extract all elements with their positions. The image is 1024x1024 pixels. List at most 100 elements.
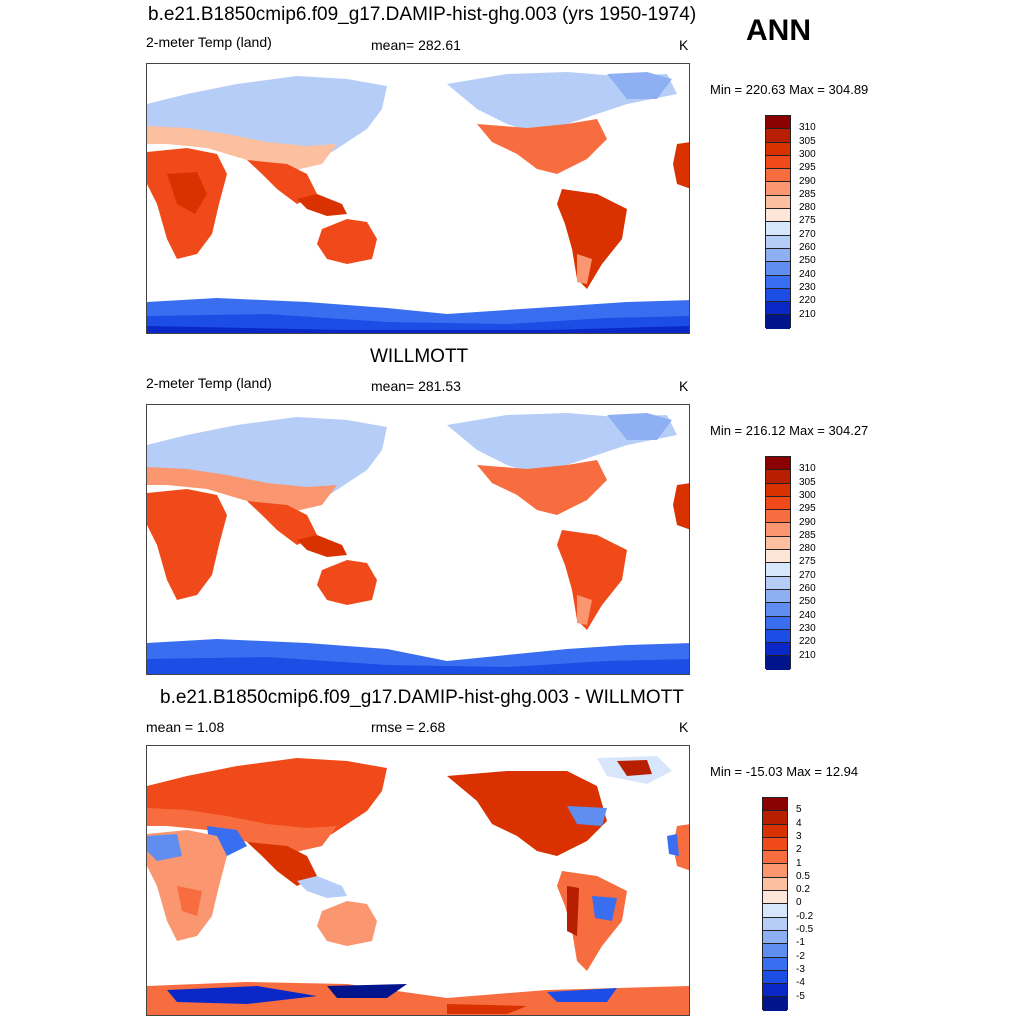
colorbar-swatch	[766, 496, 790, 511]
colorbar-swatch	[763, 837, 787, 852]
colorbar-tick-label: 290	[799, 516, 816, 528]
colorbar-tick-label: 285	[799, 529, 816, 541]
colorbar-swatch	[763, 891, 787, 905]
colorbar-tick-label: 305	[799, 135, 816, 147]
colorbar-tick-label: 220	[799, 636, 816, 648]
colorbar-swatch	[763, 851, 787, 865]
panel2-title: WILLMOTT	[370, 346, 469, 367]
colorbar-tick-label: 0.5	[796, 870, 810, 882]
colorbar-tick-label: -3	[796, 963, 805, 975]
colorbar-tick-label: 1	[796, 857, 802, 869]
colorbar-swatch	[766, 262, 790, 276]
panel3-unit-label: K	[679, 719, 689, 735]
panel3-rmse-label: rmse = 2.68	[371, 719, 446, 735]
colorbar-swatch	[766, 616, 790, 630]
panel1-map	[146, 63, 690, 334]
colorbar-swatch	[766, 483, 790, 497]
colorbar-tick-label: 300	[799, 148, 816, 160]
colorbar-swatch	[766, 457, 790, 471]
panel1-unit-label: K	[679, 37, 689, 53]
colorbar-swatch	[766, 222, 790, 236]
colorbar-swatch	[766, 275, 790, 289]
colorbar-tick-label: 0.2	[796, 884, 810, 896]
colorbar-swatch	[766, 603, 790, 617]
panel3-title: b.e21.B1850cmip6.f09_g17.DAMIP-hist-ghg.…	[160, 687, 684, 708]
colorbar-swatch	[763, 864, 787, 878]
colorbar-swatch	[766, 195, 790, 210]
colorbar-tick-label: 300	[799, 489, 816, 501]
colorbar-swatch	[763, 984, 787, 998]
colorbar-tick-label: 310	[799, 463, 816, 475]
colorbar-swatch	[766, 129, 790, 143]
season-label: ANN	[746, 14, 811, 47]
colorbar-tick-label: 5	[796, 804, 802, 816]
panel3-map-svg	[147, 756, 689, 1015]
colorbar-swatch	[766, 510, 790, 524]
panel2-map-svg	[147, 413, 689, 674]
colorbar-tick-label: 250	[799, 596, 816, 608]
colorbar-tick-label: -0.5	[796, 924, 814, 935]
colorbar-swatch	[763, 944, 787, 958]
panel1-colorbar	[765, 115, 791, 329]
colorbar-tick-label: 240	[799, 609, 816, 621]
colorbar-swatch	[766, 589, 790, 604]
colorbar-tick-label: -1	[796, 937, 805, 949]
colorbar-swatch	[766, 550, 790, 564]
colorbar-tick-label: -4	[796, 977, 805, 989]
colorbar-swatch	[766, 248, 790, 263]
panel1-mean-label: mean= 282.61	[371, 37, 461, 53]
colorbar-swatch	[763, 811, 787, 825]
colorbar-tick-label: 285	[799, 188, 816, 200]
colorbar-swatch	[763, 824, 787, 838]
colorbar-tick-label: 290	[799, 175, 816, 187]
colorbar-tick-label: 240	[799, 268, 816, 280]
colorbar-swatch	[763, 930, 787, 945]
colorbar-swatch	[766, 536, 790, 551]
colorbar-swatch	[766, 643, 790, 657]
colorbar-swatch	[763, 970, 787, 985]
colorbar-tick-label: 0	[796, 897, 802, 909]
colorbar-swatch	[763, 877, 787, 892]
colorbar-tick-label: 280	[799, 543, 816, 555]
colorbar-swatch	[763, 957, 787, 971]
colorbar-tick-label: 270	[799, 569, 816, 581]
panel2-mean-label: mean= 281.53	[371, 378, 461, 394]
colorbar-tick-label: 220	[799, 295, 816, 307]
colorbar-swatch	[763, 917, 787, 931]
colorbar-tick-label: 250	[799, 255, 816, 267]
colorbar-tick-label: 275	[799, 556, 816, 568]
colorbar-tick-label: 310	[799, 122, 816, 134]
panel1-minmax-label: Min = 220.63 Max = 304.89	[710, 82, 869, 97]
colorbar-swatch	[766, 169, 790, 183]
colorbar-swatch	[766, 470, 790, 484]
colorbar-tick-label: 270	[799, 228, 816, 240]
colorbar-tick-label: 2	[796, 844, 802, 856]
colorbar-swatch	[766, 315, 790, 329]
colorbar-swatch	[766, 209, 790, 223]
colorbar-tick-label: -0.2	[796, 910, 814, 922]
colorbar-tick-label: 295	[799, 503, 816, 515]
colorbar-swatch	[766, 235, 790, 249]
colorbar-swatch	[763, 904, 787, 918]
colorbar-tick-label: 260	[799, 242, 816, 253]
panel2-map	[146, 404, 690, 675]
colorbar-swatch	[766, 629, 790, 644]
colorbar-tick-label: 260	[799, 583, 816, 594]
colorbar-swatch	[766, 576, 790, 590]
panel2-colorbar	[765, 456, 791, 670]
colorbar-swatch	[766, 302, 790, 316]
panel1-variable-label: 2-meter Temp (land)	[146, 34, 272, 50]
colorbar-swatch	[766, 155, 790, 170]
colorbar-swatch	[766, 142, 790, 156]
colorbar-swatch	[766, 523, 790, 537]
colorbar-tick-label: -2	[796, 950, 805, 962]
colorbar-tick-label: 230	[799, 281, 816, 293]
panel1-map-svg	[147, 72, 689, 333]
panel3-mean-label: mean = 1.08	[146, 719, 225, 735]
panel2-unit-label: K	[679, 378, 689, 394]
panel1-title: b.e21.B1850cmip6.f09_g17.DAMIP-hist-ghg.…	[148, 4, 697, 25]
panel3-map	[146, 745, 690, 1016]
colorbar-swatch	[763, 997, 787, 1011]
colorbar-tick-label: 210	[799, 308, 816, 320]
colorbar-swatch	[763, 798, 787, 812]
